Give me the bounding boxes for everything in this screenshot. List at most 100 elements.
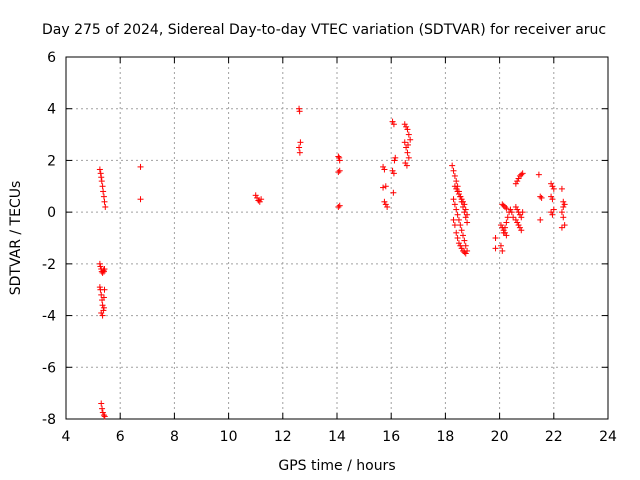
data-point bbox=[560, 214, 567, 221]
data-point bbox=[492, 235, 499, 241]
data-point bbox=[460, 198, 467, 205]
data-point bbox=[454, 211, 461, 218]
data-point bbox=[458, 196, 465, 203]
data-point bbox=[457, 193, 464, 200]
x-tick-label: 20 bbox=[491, 429, 509, 445]
data-point bbox=[549, 211, 556, 218]
data-point bbox=[407, 136, 414, 143]
data-points bbox=[96, 105, 568, 420]
data-point bbox=[100, 268, 107, 275]
data-point bbox=[512, 180, 519, 187]
data-point bbox=[101, 286, 108, 293]
data-point bbox=[255, 197, 262, 204]
data-point bbox=[560, 198, 567, 205]
data-point bbox=[538, 194, 545, 201]
data-point bbox=[450, 196, 457, 203]
data-point bbox=[499, 201, 506, 208]
y-tick-label: -8 bbox=[42, 412, 56, 428]
data-point bbox=[453, 229, 460, 236]
data-point bbox=[561, 222, 568, 229]
data-point bbox=[403, 162, 410, 169]
data-point bbox=[508, 209, 515, 216]
data-point bbox=[451, 172, 458, 179]
data-point bbox=[100, 412, 107, 419]
data-point bbox=[504, 214, 511, 221]
data-point bbox=[462, 242, 469, 249]
data-point bbox=[561, 201, 568, 208]
data-point bbox=[510, 214, 517, 221]
x-tick-label: 14 bbox=[328, 429, 346, 445]
data-point bbox=[460, 247, 467, 254]
data-point bbox=[405, 131, 412, 138]
data-point bbox=[390, 170, 397, 177]
data-point bbox=[389, 118, 396, 125]
data-point bbox=[503, 219, 510, 226]
data-point bbox=[455, 240, 462, 247]
data-point bbox=[96, 260, 103, 267]
data-point bbox=[455, 216, 462, 223]
x-axis-label: GPS time / hours bbox=[278, 458, 395, 474]
data-point bbox=[461, 237, 468, 244]
data-point bbox=[503, 232, 510, 239]
data-point bbox=[335, 169, 342, 176]
data-point bbox=[401, 121, 408, 128]
data-point bbox=[458, 227, 465, 234]
data-point bbox=[336, 167, 343, 174]
x-tick-label: 16 bbox=[382, 429, 400, 445]
data-point bbox=[380, 184, 387, 191]
data-point bbox=[99, 409, 106, 416]
data-point bbox=[99, 302, 106, 309]
x-tick-label: 18 bbox=[436, 429, 454, 445]
x-tick-label: 8 bbox=[170, 429, 179, 445]
data-point bbox=[550, 185, 557, 192]
data-point bbox=[100, 193, 107, 200]
data-point bbox=[453, 206, 460, 213]
data-point bbox=[558, 224, 565, 231]
data-point bbox=[336, 154, 343, 161]
data-point bbox=[451, 222, 458, 229]
data-point bbox=[391, 157, 398, 164]
data-point bbox=[460, 232, 467, 239]
data-point bbox=[404, 126, 411, 133]
data-point bbox=[497, 222, 504, 229]
data-point bbox=[502, 203, 509, 210]
data-point bbox=[96, 166, 103, 173]
data-point bbox=[98, 309, 105, 316]
data-point bbox=[535, 171, 542, 178]
data-point bbox=[380, 163, 387, 170]
data-point bbox=[101, 266, 108, 273]
x-tick-label: 10 bbox=[220, 429, 238, 445]
y-tick-label: 0 bbox=[47, 205, 56, 221]
data-point bbox=[451, 183, 458, 190]
data-point bbox=[97, 263, 104, 270]
data-point bbox=[137, 196, 144, 203]
data-point bbox=[99, 405, 106, 412]
data-point bbox=[451, 201, 458, 208]
data-point bbox=[454, 188, 461, 195]
data-point bbox=[449, 162, 456, 169]
data-point bbox=[492, 245, 499, 252]
data-point bbox=[336, 202, 343, 209]
data-point bbox=[384, 203, 391, 210]
data-point bbox=[461, 209, 468, 216]
data-point bbox=[256, 198, 263, 205]
data-point bbox=[405, 141, 412, 148]
data-point bbox=[401, 139, 408, 146]
data-point bbox=[297, 139, 304, 146]
data-point bbox=[464, 219, 471, 226]
data-point bbox=[499, 247, 506, 254]
data-point bbox=[137, 163, 144, 170]
x-tick-label: 6 bbox=[116, 429, 125, 445]
data-point bbox=[500, 202, 507, 209]
data-point bbox=[254, 194, 261, 201]
data-point bbox=[560, 203, 567, 210]
data-point bbox=[404, 149, 411, 156]
data-point bbox=[450, 216, 457, 223]
data-point bbox=[512, 203, 519, 210]
y-tick-label: 4 bbox=[47, 102, 56, 118]
data-point bbox=[258, 196, 265, 203]
data-point bbox=[98, 178, 105, 185]
data-point bbox=[101, 198, 108, 205]
data-point bbox=[502, 229, 509, 236]
data-point bbox=[515, 175, 522, 182]
